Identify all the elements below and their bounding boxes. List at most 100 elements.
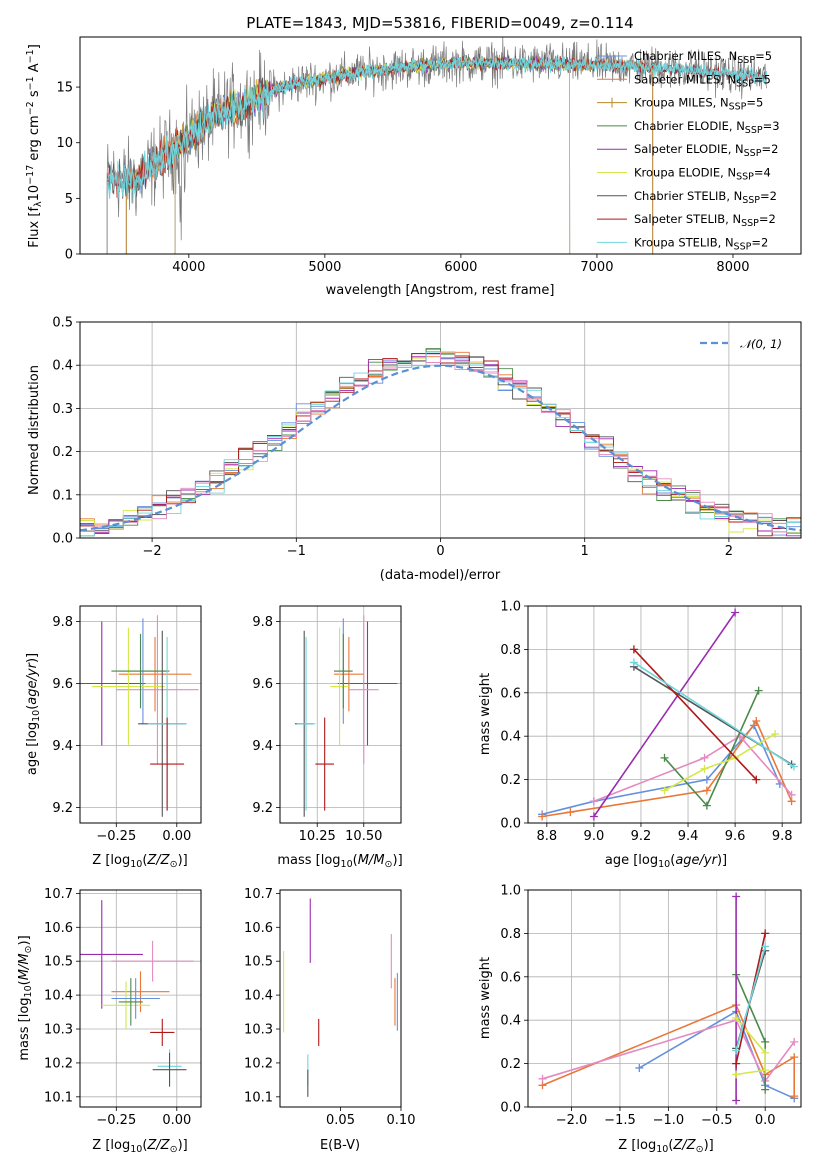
weight-line (633, 648, 757, 781)
axes-residuals: −2 −1 0 1 2 0.0 0.1 0.2 0.3 0.4 0.5 (52, 316, 802, 559)
weight-line (735, 1017, 766, 1076)
y-tick-label: 0.8 (500, 927, 521, 942)
weight-marker (731, 608, 740, 617)
weight-marker (761, 1066, 770, 1075)
x-tick-label: 0.00 (162, 1113, 191, 1128)
y-tick-label: 0.2 (52, 445, 73, 460)
x-tick-label: 0 (436, 544, 444, 559)
label-part: N (729, 49, 738, 63)
axes-age_vs_mass: 10.25 10.50 9.2 9.4 9.6 9.8 (252, 605, 402, 844)
model-spectrum-line (125, 56, 654, 254)
x-tick-label: −2 (143, 544, 162, 559)
axes-mass_vs_Z: −0.25 0.00 10.1 10.2 10.3 10.4 10.5 10.6 10.7 (44, 887, 202, 1128)
label-part: age/yr (25, 661, 40, 704)
weight-marker (761, 1037, 770, 1046)
weight-marker (700, 764, 709, 773)
normal-curve (80, 364, 801, 532)
label-part: 10 (130, 859, 142, 870)
label-part: =2 (759, 212, 776, 226)
plot-area (80, 900, 194, 1087)
model-spectrum-line (125, 55, 654, 254)
weight-line (542, 1019, 795, 1083)
y-tick-label: 9.6 (52, 677, 73, 692)
y-tick-label: 10.6 (244, 921, 273, 936)
label-part: age/yr (675, 853, 718, 868)
weight-marker (761, 1085, 770, 1094)
y-tick-label: 10.7 (44, 887, 73, 902)
legend-entry-label: Chabrier ELODIE, NSSP=3 (634, 119, 780, 136)
y-tick-label: 10 (56, 136, 73, 151)
y-axis-label: mass weight (478, 673, 493, 755)
label-part: Kroupa ELODIE, (634, 166, 727, 180)
weight-marker (771, 730, 780, 739)
y-tick-label: 10.1 (244, 1090, 273, 1105)
weight-marker (629, 645, 638, 654)
label-part: )] (178, 1138, 188, 1153)
chart-title: PLATE=1843, MJD=53816, FIBERID=0049, z=0… (246, 14, 633, 32)
label-part: Z/Z (672, 1138, 696, 1153)
y-tick-label: 0.3 (52, 402, 73, 417)
label-part: 10 (31, 710, 42, 722)
weight-line (663, 690, 760, 808)
y-tick-label: 0.4 (52, 359, 73, 374)
label-part: Z/Z (146, 1138, 170, 1153)
x-tick-label: −0.5 (701, 1113, 733, 1128)
model-spectrum-line (107, 55, 768, 200)
legend-entry-label: Salpeter MILES, NSSP=5 (634, 72, 771, 89)
label-part: ( (353, 853, 358, 868)
label-part: N (725, 235, 734, 249)
x-tick-label: 0.0 (755, 1113, 776, 1128)
label-part: N (727, 72, 736, 86)
label-part: )] (717, 853, 727, 868)
x-tick-label: −0.25 (96, 1113, 136, 1128)
x-axis-label: (data-model)/error (380, 568, 501, 583)
label-part: Salpeter STELIB, (634, 212, 732, 226)
label-part: ( (17, 980, 32, 985)
legend-entry-label: 𝒩(0, 1) (740, 337, 782, 351)
x-tick-label: 9.4 (678, 829, 699, 844)
label-part: SSP (729, 102, 747, 113)
axes-frame (279, 605, 402, 824)
legend-entry-label: Kroupa STELIB, NSSP=2 (634, 235, 768, 252)
y-tick-label: 9.4 (52, 739, 73, 754)
label-part: ( (670, 853, 675, 868)
label-part: )] (178, 853, 188, 868)
weight-marker (790, 1092, 799, 1101)
x-tick-label: −2.0 (556, 1113, 588, 1128)
weight-marker (790, 1037, 799, 1046)
legend-entry-label: Salpeter STELIB, NSSP=2 (634, 212, 776, 229)
axes-frame (79, 605, 202, 824)
label-part: mass [log (277, 853, 340, 868)
y-tick-label: 1.0 (500, 600, 521, 615)
x-axis-label: age [log10(age/yr)] (605, 853, 727, 870)
axes-frame (79, 889, 202, 1108)
legend: 𝒩(0, 1) (700, 337, 782, 351)
weight-marker (732, 1046, 741, 1055)
x-tick-label: 4000 (172, 260, 205, 275)
weight-line (735, 946, 766, 1051)
y-tick-label: 15 (56, 81, 73, 96)
label-part: N (736, 119, 745, 133)
y-tick-label: 10.3 (244, 1023, 273, 1038)
label-part: Chabrier MILES, (634, 49, 729, 63)
weight-marker (589, 812, 598, 821)
weight-marker (538, 812, 547, 821)
weight-marker (700, 753, 709, 762)
y-tick-label: 0.4 (500, 730, 521, 745)
y-axis-label: Flux [fλ10−17 erg cm−2 s−1 A−1] (25, 44, 44, 248)
x-tick-label: −1.0 (653, 1113, 685, 1128)
label-part: SSP (745, 125, 763, 136)
y-axis-label: age [log10(age/yr)] (25, 653, 42, 775)
label-part: )] (25, 653, 40, 663)
y-tick-label: 10.2 (244, 1056, 273, 1071)
model-spectrum-line (174, 55, 571, 254)
label-part: Chabrier STELIB, (634, 189, 734, 203)
axes-weight_vs_Z: −2.0 −1.5 −1.0 −0.5 0.0 0.0 0.2 0.4 0.6 0.8 1.0 (500, 884, 802, 1128)
label-part: N (720, 96, 729, 110)
y-tick-label: 0.8 (500, 643, 521, 658)
label-part: −1 (25, 76, 36, 90)
label-part: 10 (656, 1144, 668, 1155)
x-tick-label: 2 (725, 544, 733, 559)
